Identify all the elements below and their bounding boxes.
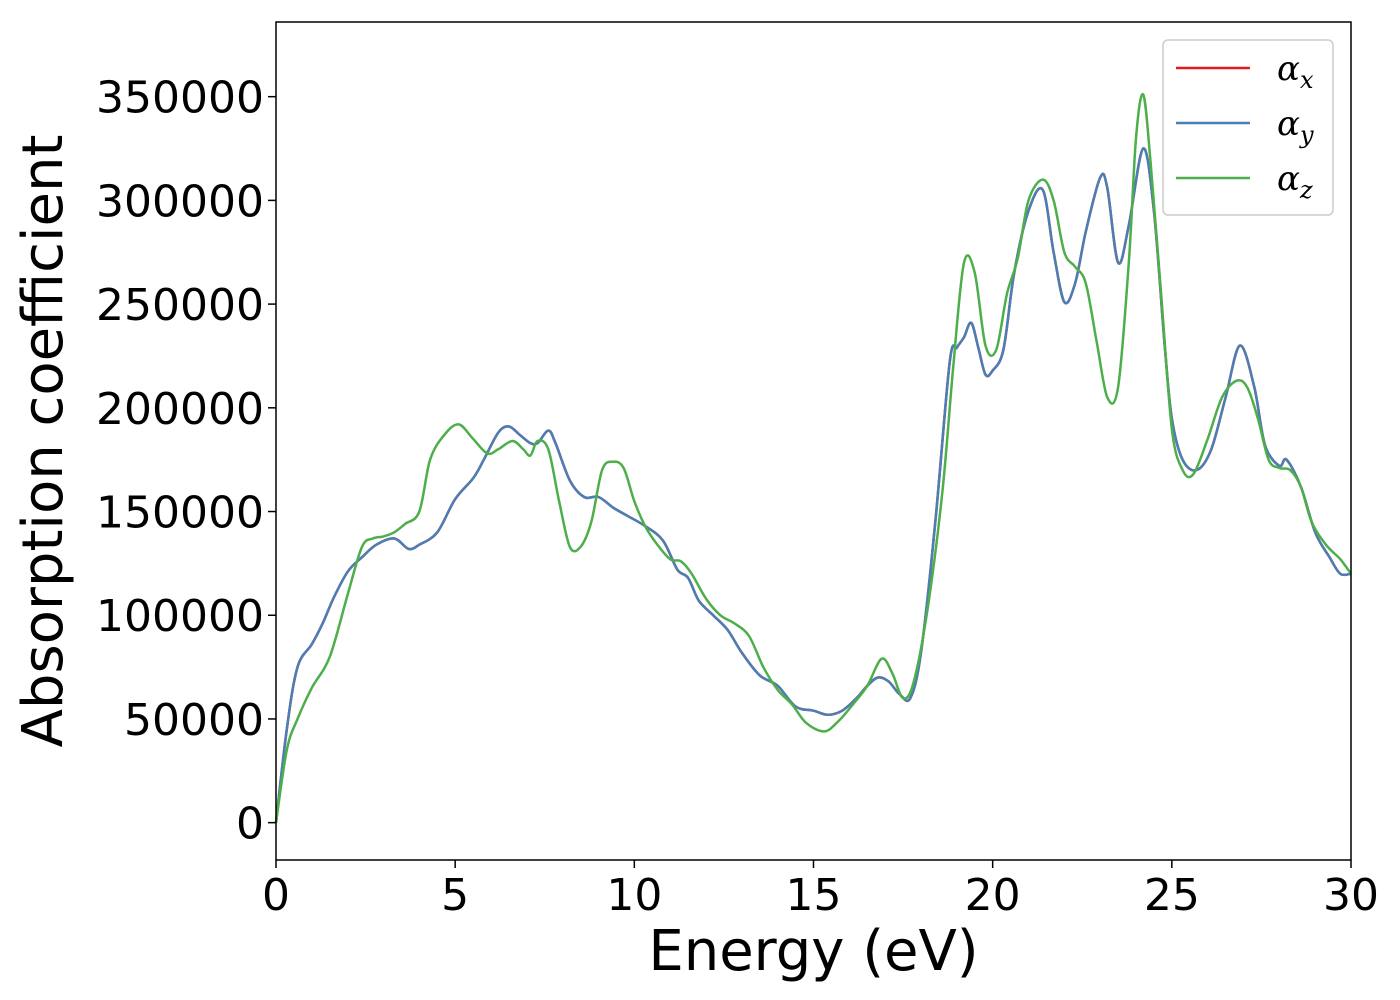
x-tick-label: 5: [441, 870, 469, 921]
series-line-z: [274, 93, 1353, 823]
legend-subscript: y: [1299, 121, 1314, 149]
x-axis-ticks: 0 5 10 15 20 25 30: [262, 860, 1379, 921]
y-axis-ticks: 0 50000 100000 150000 200000 250000 300000 3500…: [96, 73, 276, 850]
series-layer: [274, 93, 1353, 823]
y-tick-label: 150000: [96, 488, 264, 539]
legend-box: [1162, 39, 1334, 216]
y-tick-label: 300000: [96, 176, 264, 227]
x-axis-title: Energy (eV): [648, 919, 978, 984]
y-tick-label: 100000: [96, 591, 264, 642]
x-tick-label: 10: [606, 870, 662, 921]
x-tick-label: 25: [1144, 870, 1200, 921]
y-tick-label: 350000: [96, 73, 264, 124]
legend-subscript: z: [1299, 176, 1313, 204]
legend-subscript: x: [1300, 66, 1314, 94]
x-tick-label: 15: [786, 870, 842, 921]
y-tick-label: 50000: [124, 695, 264, 746]
x-tick-label: 0: [262, 870, 290, 921]
legend-label-y: αy: [1277, 104, 1314, 149]
x-tick-label: 30: [1323, 870, 1379, 921]
y-tick-label: 200000: [96, 384, 264, 435]
y-tick-label: 0: [236, 799, 264, 850]
y-tick-label: 250000: [96, 280, 264, 331]
y-axis-title: Absorption coefficient: [11, 135, 76, 748]
x-tick-label: 20: [965, 870, 1021, 921]
